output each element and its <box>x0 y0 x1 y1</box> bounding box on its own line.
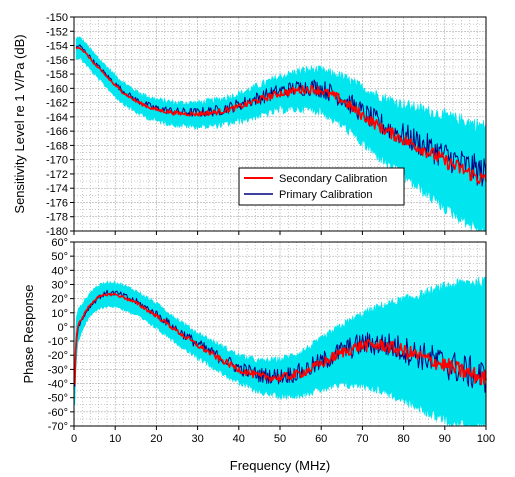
y-tick-label: -172 <box>46 169 68 181</box>
y-tick-label: -150 <box>46 12 68 24</box>
y-tick-label: -156 <box>46 55 68 67</box>
x-tick-label: 70 <box>356 433 368 445</box>
phase-ticks: 60° 50° 40° 30° 20° 10° 0° -10° -20° -30° -40° -50°… <box>48 237 495 445</box>
y-tick-label: -70° <box>48 421 68 433</box>
legend-label-primary: Primary Calibration <box>279 189 373 201</box>
y-tick-label: -164 <box>46 112 68 124</box>
y-tick-label: -10° <box>48 336 68 348</box>
y-tick-label: -20° <box>48 350 68 362</box>
legend-box <box>238 167 405 206</box>
y-tick-label: -158 <box>46 69 68 81</box>
phase-y-axis-label: Phase Response <box>21 284 36 383</box>
y-tick-label: -162 <box>46 98 68 110</box>
x-tick-label: 80 <box>397 433 409 445</box>
x-tick-label: 30 <box>191 433 203 445</box>
y-tick-label: -170 <box>46 155 68 167</box>
phase-series-secondary <box>74 292 487 386</box>
legend: Secondary Calibration Primary Calibratio… <box>238 167 405 206</box>
y-tick-label: -168 <box>46 140 68 152</box>
sensitivity-y-axis-label: Sensitivity Level re 1 V/Pa (dB) <box>12 34 27 213</box>
y-tick-label: 10° <box>51 308 68 320</box>
x-tick-label: 20 <box>150 433 162 445</box>
x-tick-label: 90 <box>439 433 451 445</box>
phase-series <box>74 289 487 393</box>
x-tick-label: 50 <box>274 433 286 445</box>
y-tick-label: -174 <box>46 183 68 195</box>
x-tick-label: 100 <box>477 433 495 445</box>
sensitivity-series <box>75 44 487 187</box>
y-tick-label: -40° <box>48 379 68 391</box>
x-tick-label: 10 <box>109 433 121 445</box>
frequency-x-axis-label: Frequency (MHz) <box>230 458 330 473</box>
legend-label-secondary: Secondary Calibration <box>279 173 387 185</box>
phase-panel: 60° 50° 40° 30° 20° 10° 0° -10° -20° -30° -40° -50°… <box>21 237 495 473</box>
y-tick-label: 0° <box>57 322 68 334</box>
sensitivity-panel: -150 -152 -154 -156 -158 -160 -162 -164 -166 -168… <box>12 12 487 238</box>
y-tick-label: -178 <box>46 212 68 224</box>
sensitivity-ticks: -150 -152 -154 -156 -158 -160 -162 -164 -166 -168… <box>46 12 487 238</box>
y-tick-label: -154 <box>46 41 68 53</box>
y-tick-label: -60° <box>48 407 68 419</box>
y-tick-label: 50° <box>51 251 68 263</box>
x-tick-label: 40 <box>233 433 245 445</box>
y-tick-label: 30° <box>51 279 68 291</box>
y-tick-label: 60° <box>51 237 68 249</box>
y-tick-label: 40° <box>51 265 68 277</box>
y-tick-label: 20° <box>51 294 68 306</box>
y-tick-label: -160 <box>46 83 68 95</box>
y-tick-label: -166 <box>46 126 68 138</box>
y-tick-label: -180 <box>46 226 68 238</box>
y-tick-label: -152 <box>46 26 68 38</box>
y-tick-label: -176 <box>46 197 68 209</box>
y-tick-label: -30° <box>48 364 68 376</box>
y-tick-label: -50° <box>48 393 68 405</box>
x-tick-label: 0 <box>71 433 77 445</box>
sensitivity-series-secondary <box>75 46 487 185</box>
x-tick-label: 60 <box>315 433 327 445</box>
